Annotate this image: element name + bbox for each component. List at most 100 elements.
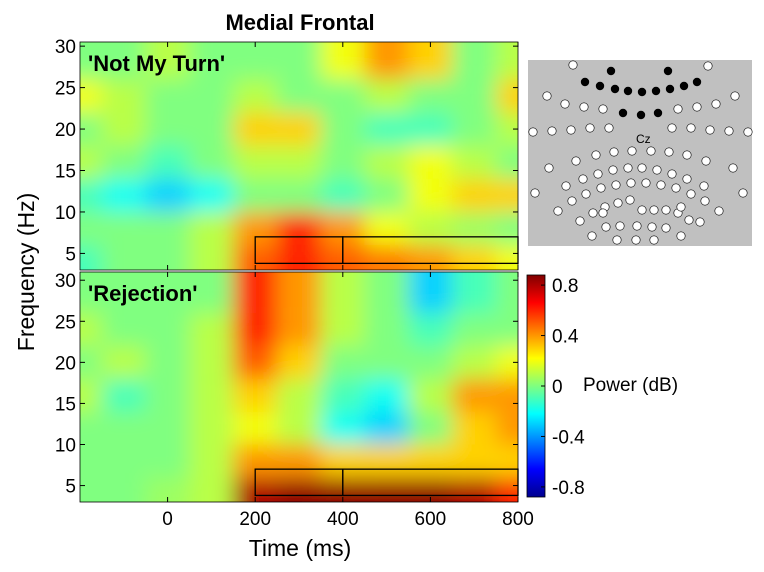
heatmap-cell	[408, 112, 453, 146]
electrode	[646, 146, 656, 156]
heatmap-cell	[496, 42, 518, 80]
electrode	[671, 183, 681, 193]
panel-label: 'Rejection'	[88, 281, 197, 306]
panel-label: 'Not My Turn'	[88, 51, 225, 76]
heatmap-cell	[496, 313, 518, 346]
y-tick-label: 5	[65, 477, 76, 498]
heatmap-cell	[496, 79, 518, 113]
heatmap-cell	[320, 112, 365, 146]
heatmap-cell	[452, 42, 497, 80]
heatmap-cell	[233, 272, 278, 314]
electrode	[661, 205, 671, 215]
heatmap-cell	[408, 345, 453, 379]
heatmap-cell	[189, 178, 234, 212]
electrode	[609, 147, 619, 157]
heatmap-cell	[452, 444, 497, 478]
electrode	[581, 189, 591, 199]
heatmap-cell	[145, 411, 190, 445]
y-tick-label: 5	[65, 244, 76, 265]
electrode-selected	[595, 81, 605, 91]
electrode	[699, 181, 709, 191]
electrode	[567, 196, 577, 206]
electrode	[667, 123, 677, 133]
panel-frame	[79, 271, 519, 503]
heatmap-cell	[496, 112, 518, 146]
heatmap-cell	[408, 145, 453, 179]
heatmap-cell	[101, 411, 146, 445]
heatmap-cell	[233, 411, 278, 445]
electrode	[656, 180, 666, 190]
heatmap-cell	[408, 272, 453, 314]
heatmap-cell	[452, 79, 497, 113]
heatmap-cell	[320, 79, 365, 113]
electrode	[686, 123, 696, 133]
heatmap-cell	[233, 145, 278, 179]
electrode	[637, 205, 647, 215]
y-tick-label: 25	[55, 312, 76, 333]
heatmap-cell	[320, 411, 365, 445]
heatmap-cell	[101, 145, 146, 179]
electrode-selected	[679, 81, 689, 91]
electrode	[544, 163, 554, 173]
heatmap-cell	[364, 245, 409, 270]
heatmap-cell	[101, 211, 146, 246]
x-tick-label: 800	[502, 509, 534, 530]
heatmap-cell	[364, 211, 409, 246]
electrode	[587, 231, 597, 241]
heatmap-cell	[277, 112, 321, 146]
y-tick-label: 20	[55, 353, 76, 374]
heatmap-cell	[364, 313, 409, 346]
electrode	[578, 174, 588, 184]
heatmap-cell	[364, 178, 409, 212]
heatmap-cell	[364, 345, 409, 379]
heatmap-cell	[101, 79, 146, 113]
electrode	[682, 150, 692, 160]
heatmap-cell	[408, 178, 453, 212]
heatmap-cell	[408, 378, 453, 412]
heatmap-cell	[277, 378, 321, 412]
electrode	[604, 123, 614, 133]
electrode	[579, 102, 589, 112]
heatmap-cells	[80, 42, 518, 270]
electrode	[561, 181, 571, 191]
electrode	[598, 104, 608, 114]
heatmap-cell	[364, 112, 409, 146]
y-tick-label: 20	[55, 120, 76, 141]
electrode	[627, 146, 637, 156]
heatmap-cell	[320, 313, 365, 346]
heatmap-cell	[452, 245, 497, 270]
electrode	[611, 180, 621, 190]
heatmap-cell	[496, 345, 518, 379]
heatmap-cell	[452, 345, 497, 379]
heatmap-cell	[277, 477, 321, 502]
colorbar-label: Power (dB)	[583, 375, 678, 396]
electrode	[547, 126, 557, 136]
y-tick-label: 10	[55, 436, 76, 457]
electrode	[593, 169, 603, 179]
panel-frame	[79, 41, 519, 271]
colorbar-tick-label: -0.4	[552, 427, 585, 448]
heatmap-cell	[364, 477, 409, 502]
heatmap-cell	[80, 378, 102, 412]
electrode	[667, 169, 677, 179]
electrode-label: Cz	[636, 132, 651, 146]
electrode	[652, 165, 662, 175]
heatmap-cell	[145, 444, 190, 478]
electrode-selected	[653, 108, 663, 118]
electrode	[568, 60, 578, 70]
heatmap-cell	[80, 411, 102, 445]
electrode	[626, 178, 636, 188]
electrode	[585, 123, 595, 133]
electrode	[530, 188, 540, 198]
electrode-selected	[692, 77, 702, 87]
heatmap-cell	[408, 444, 453, 478]
y-tick-label: 30	[55, 271, 76, 292]
electrode	[612, 235, 622, 245]
electrode	[591, 150, 601, 160]
heatmap-cell	[408, 313, 453, 346]
electrode	[673, 104, 683, 114]
electrode	[711, 99, 721, 109]
heatmap-cell	[496, 411, 518, 445]
colorbar-tick-label: 0.8	[552, 276, 578, 297]
heatmap-cell	[233, 79, 278, 113]
